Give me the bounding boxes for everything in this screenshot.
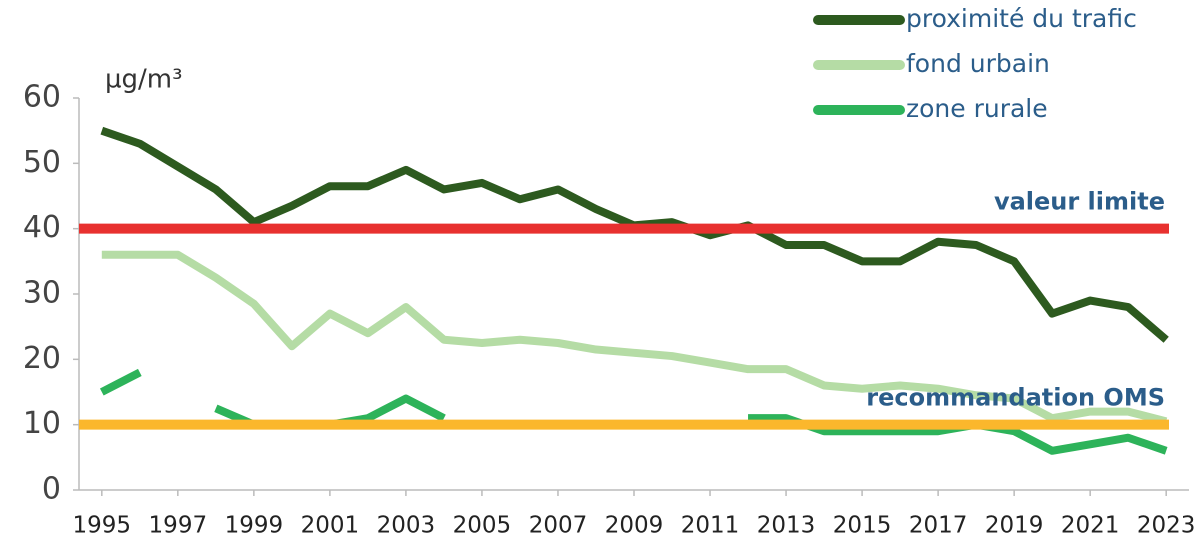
x-tick-label: 1999 bbox=[225, 513, 284, 539]
y-tick-label: 20 bbox=[23, 341, 61, 376]
x-tick-label: 2003 bbox=[377, 513, 436, 539]
x-tick-label: 2019 bbox=[985, 513, 1044, 539]
y-tick-label: 50 bbox=[23, 145, 61, 180]
reference-label: valeur limite bbox=[994, 188, 1165, 216]
y-tick-label: 60 bbox=[23, 80, 61, 115]
legend-label: proximité du trafic bbox=[906, 4, 1137, 33]
x-tick-label: 2015 bbox=[833, 513, 892, 539]
y-tick-label: 30 bbox=[23, 276, 61, 311]
y-tick-label: 10 bbox=[23, 406, 61, 441]
x-tick-label: 2021 bbox=[1061, 513, 1120, 539]
y-tick-label: 40 bbox=[23, 210, 61, 245]
x-tick-label: 1995 bbox=[73, 513, 132, 539]
y-tick-label: 0 bbox=[42, 472, 61, 507]
y-unit: µg/m³ bbox=[105, 65, 183, 95]
x-tick-label: 2001 bbox=[301, 513, 360, 539]
x-tick-label: 2009 bbox=[605, 513, 664, 539]
x-tick-label: 2023 bbox=[1137, 513, 1196, 539]
x-tick-label: 1997 bbox=[149, 513, 208, 539]
series-line bbox=[101, 250, 1168, 426]
reference-label: recommandation OMS bbox=[866, 384, 1165, 412]
legend-label: zone rurale bbox=[906, 94, 1048, 123]
x-tick-label: 2011 bbox=[681, 513, 740, 539]
x-tick-label: 2005 bbox=[453, 513, 512, 539]
x-tick-label: 2013 bbox=[757, 513, 816, 539]
x-tick-label: 2017 bbox=[909, 513, 968, 539]
x-tick-label: 2007 bbox=[529, 513, 588, 539]
legend-label: fond urbain bbox=[906, 49, 1050, 78]
